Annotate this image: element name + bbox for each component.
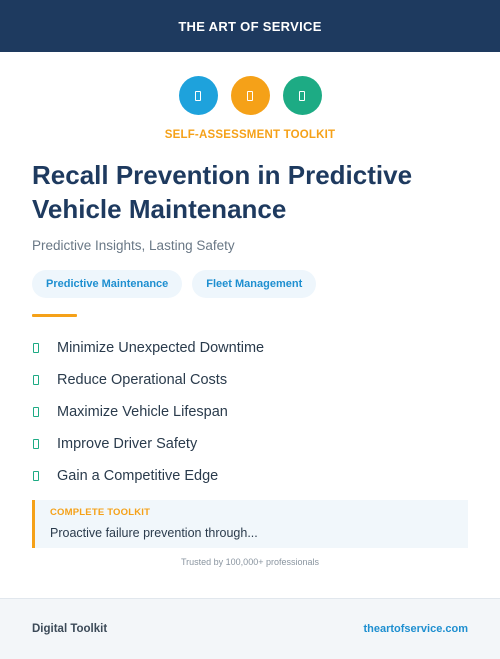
list-item: Reduce Operational Costs [32, 364, 472, 396]
list-item: Maximize Vehicle Lifespan [32, 396, 472, 428]
benefit-text: Improve Driver Safety [57, 436, 198, 452]
check-icon [33, 375, 39, 385]
check-icon [33, 439, 39, 449]
benefit-list: Minimize Unexpected Downtime Reduce Oper… [32, 332, 472, 492]
page-subtitle: Predictive Insights, Lasting Safety [32, 238, 235, 253]
footer-bar: Digital Toolkit theartofservice.com [0, 598, 500, 659]
header-bar: THE ART OF SERVICE [0, 0, 500, 52]
list-item: Improve Driver Safety [32, 428, 472, 460]
tag-fleet-management: Fleet Management [192, 270, 317, 298]
toolkit-kicker: SELF-ASSESSMENT TOOLKIT [164, 129, 336, 141]
icon-row [0, 76, 500, 115]
toolkit-callout: COMPLETE TOOLKIT Proactive failure preve… [32, 500, 468, 548]
list-item: Gain a Competitive Edge [32, 460, 472, 492]
footer-label: Digital Toolkit [32, 623, 108, 635]
document-icon [178, 76, 218, 115]
benefit-text: Maximize Vehicle Lifespan [57, 404, 228, 420]
document-icon [230, 76, 270, 115]
benefit-text: Minimize Unexpected Downtime [57, 340, 265, 356]
check-icon [33, 407, 39, 417]
list-item: Minimize Unexpected Downtime [32, 332, 472, 364]
check-icon [33, 471, 39, 481]
document-icon [282, 76, 322, 115]
callout-label: COMPLETE TOOLKIT [50, 507, 151, 518]
tag-list: Predictive Maintenance Fleet Management [32, 270, 317, 298]
benefit-text: Gain a Competitive Edge [57, 468, 219, 484]
check-icon [33, 343, 39, 353]
brand-name: THE ART OF SERVICE [178, 18, 322, 34]
page-title: Recall Prevention in Predictive Vehicle … [32, 160, 413, 224]
callout-text: Proactive failure prevention through... [50, 526, 258, 540]
trust-note: Trusted by 100,000+ professionals [180, 557, 319, 567]
accent-divider [32, 314, 77, 317]
website-link[interactable]: theartofservice.com [363, 623, 468, 635]
tag-predictive-maintenance: Predictive Maintenance [32, 270, 183, 298]
benefit-text: Reduce Operational Costs [57, 372, 228, 388]
